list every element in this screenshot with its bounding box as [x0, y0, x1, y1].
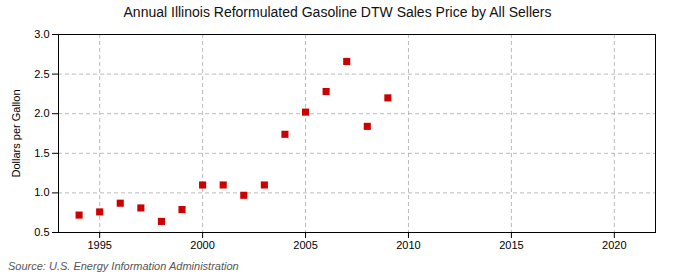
svg-text:0.5: 0.5 — [34, 226, 49, 238]
svg-text:2000: 2000 — [190, 239, 214, 251]
svg-text:1.0: 1.0 — [34, 186, 49, 198]
svg-text:Dollars per Gallon: Dollars per Gallon — [10, 89, 22, 177]
svg-text:3.0: 3.0 — [34, 28, 49, 40]
svg-text:2.5: 2.5 — [34, 68, 49, 80]
svg-text:2010: 2010 — [396, 239, 420, 251]
svg-text:1995: 1995 — [87, 239, 111, 251]
svg-text:2015: 2015 — [499, 239, 523, 251]
html-text:Source: U.S. Energy Informatio: Source: U.S. Energy Information Administ… — [8, 260, 239, 272]
html-text:Annual Illinois Reformulated G: Annual Illinois Reformulated Gasoline DT… — [123, 4, 552, 20]
svg-text:2.0: 2.0 — [34, 107, 49, 119]
svg-text:2020: 2020 — [602, 239, 626, 251]
svg-text:1.5: 1.5 — [34, 147, 49, 159]
svg-text:2005: 2005 — [293, 239, 317, 251]
